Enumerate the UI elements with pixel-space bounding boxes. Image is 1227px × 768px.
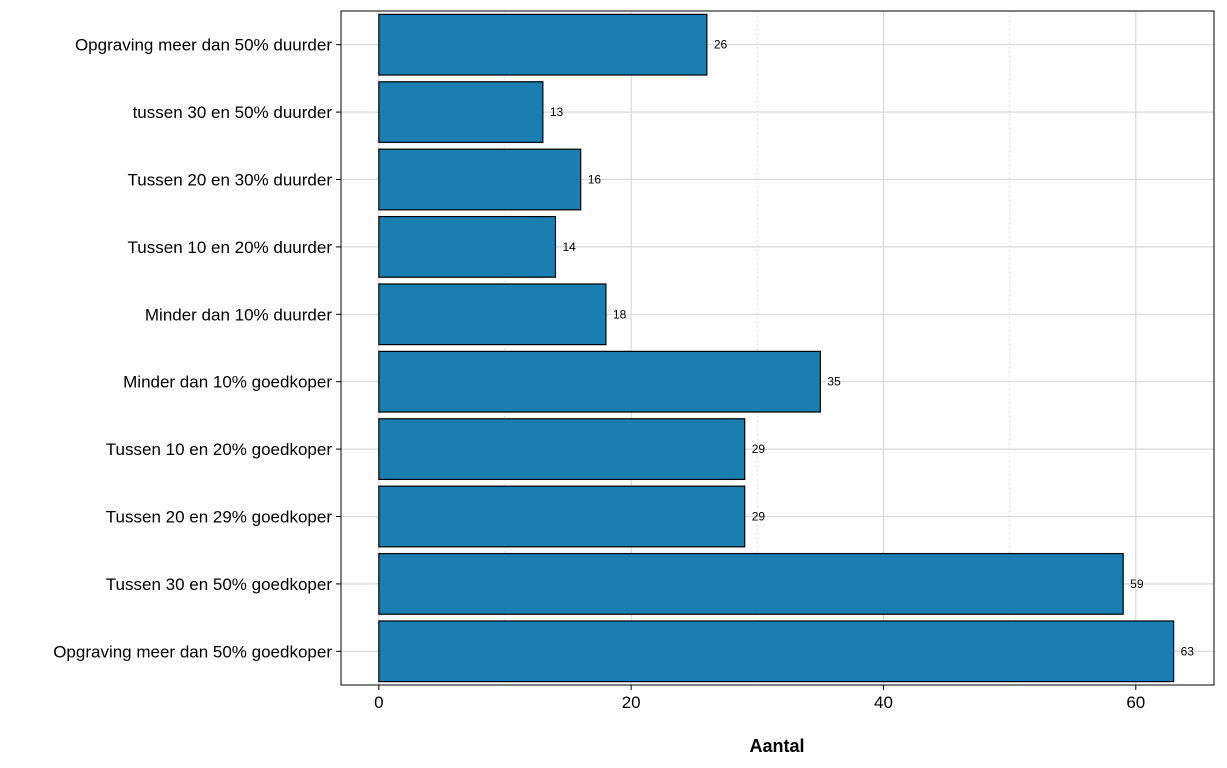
y-tick-label: Tussen 20 en 29% goedkoper bbox=[106, 508, 333, 527]
data-label: 63 bbox=[1181, 644, 1195, 658]
bar bbox=[378, 148, 582, 211]
panel-border bbox=[340, 10, 1215, 686]
y-tick-label: Minder dan 10% goedkoper bbox=[123, 373, 332, 392]
bar bbox=[378, 215, 557, 278]
x-tick-label: 60 bbox=[1126, 693, 1145, 712]
bar bbox=[378, 350, 821, 413]
x-tick-label: 40 bbox=[874, 693, 893, 712]
y-tick-label: Tussen 20 en 30% duurder bbox=[128, 171, 333, 190]
y-tick-label: Tussen 10 en 20% goedkoper bbox=[106, 440, 333, 459]
bars bbox=[378, 13, 1175, 683]
y-tick-label: Opgraving meer dan 50% duurder bbox=[75, 36, 332, 55]
x-axis: 0 20 40 60 bbox=[374, 685, 1145, 712]
bar bbox=[378, 552, 1124, 615]
x-tick-label: 0 bbox=[374, 693, 383, 712]
y-axis: Opgraving meer dan 50% duurder tussen 30 … bbox=[53, 36, 341, 661]
data-label: 13 bbox=[550, 105, 564, 119]
bar bbox=[378, 485, 746, 548]
data-label: 18 bbox=[613, 307, 627, 321]
y-tick-label: Tussen 10 en 20% duurder bbox=[128, 238, 333, 257]
bar bbox=[378, 418, 746, 481]
data-label: 59 bbox=[1130, 577, 1144, 591]
y-tick-label: Tussen 30 en 50% goedkoper bbox=[106, 575, 333, 594]
data-label: 26 bbox=[714, 38, 728, 52]
y-tick-label: Minder dan 10% duurder bbox=[145, 305, 332, 324]
data-label: 14 bbox=[562, 240, 576, 254]
y-tick-label: tussen 30 en 50% duurder bbox=[133, 103, 333, 122]
data-label: 16 bbox=[588, 173, 602, 187]
bar bbox=[378, 283, 607, 346]
data-label: 29 bbox=[752, 442, 766, 456]
bar bbox=[378, 81, 544, 144]
bar bbox=[378, 13, 708, 76]
bar bbox=[378, 620, 1175, 683]
data-labels: 26 13 16 14 18 35 29 29 59 63 bbox=[550, 38, 1194, 659]
y-tick-label: Opgraving meer dan 50% goedkoper bbox=[53, 642, 332, 661]
data-label: 35 bbox=[827, 375, 841, 389]
data-label: 29 bbox=[752, 510, 766, 524]
x-axis-title: Aantal bbox=[749, 736, 804, 756]
x-tick-label: 20 bbox=[622, 693, 641, 712]
